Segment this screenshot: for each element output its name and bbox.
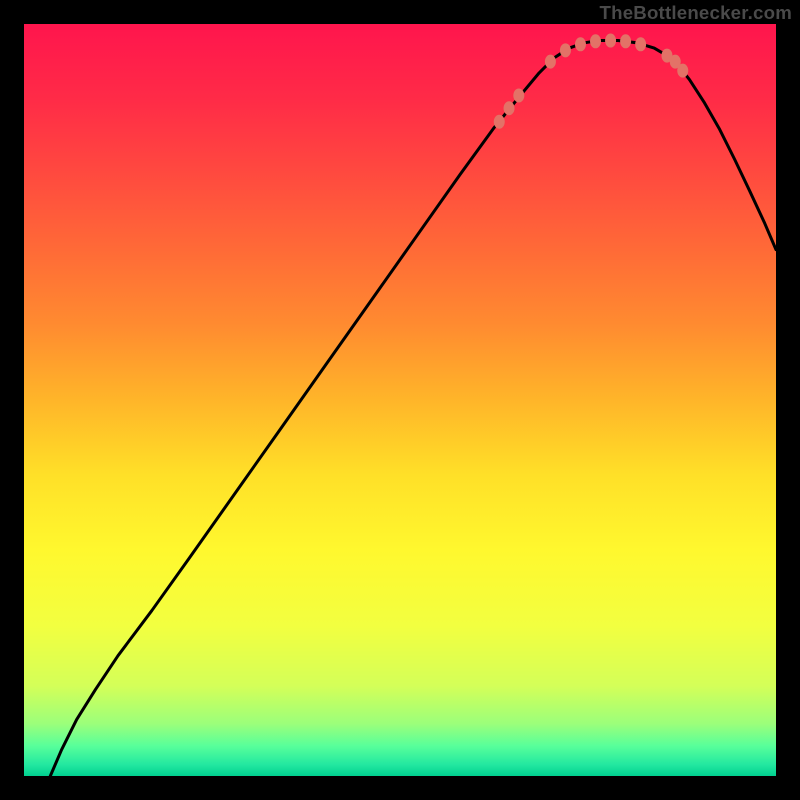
curve-marker (678, 64, 688, 77)
curve-marker (621, 35, 631, 48)
curve-marker (545, 55, 555, 68)
curve-marker (636, 38, 646, 51)
marker-group (494, 34, 687, 128)
curve-marker (504, 102, 514, 115)
chart-frame: TheBottlenecker.com (0, 0, 800, 800)
curve-layer (24, 24, 776, 776)
curve-marker (606, 34, 616, 47)
curve-marker (514, 89, 524, 102)
curve-marker (494, 115, 504, 128)
curve-marker (560, 44, 570, 57)
curve-marker (575, 38, 585, 51)
bottleneck-curve (50, 41, 776, 776)
watermark-text: TheBottlenecker.com (600, 2, 793, 24)
curve-marker (591, 35, 601, 48)
